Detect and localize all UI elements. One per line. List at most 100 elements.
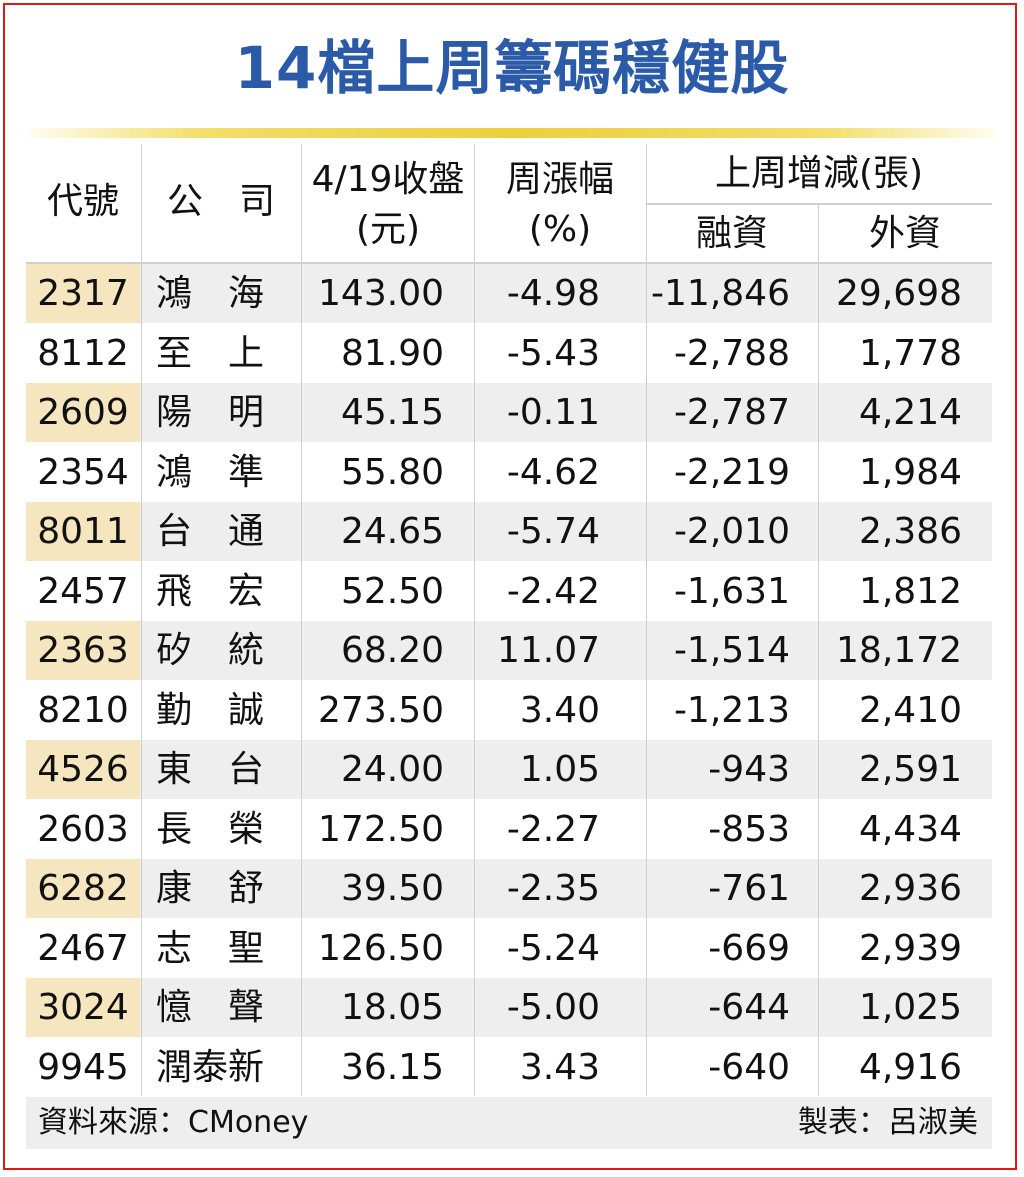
margin-change: -640 <box>708 1046 790 1088</box>
close-price: 81.90 <box>340 332 444 374</box>
header-group-divider <box>646 203 992 205</box>
column-divider <box>646 144 647 1096</box>
header-close-line1: 4/19收盤 <box>311 159 465 200</box>
company-name: 志 聖 <box>156 927 265 969</box>
close-price: 24.65 <box>340 511 444 552</box>
margin-change: -853 <box>708 808 790 850</box>
stock-code: 9945 <box>37 1046 129 1088</box>
foreign-change: 4,916 <box>858 1046 962 1088</box>
close-price: 55.80 <box>340 451 444 493</box>
page-title: 14檔上周籌碼穩健股 <box>234 34 790 102</box>
company-name: 鴻 準 <box>156 451 265 493</box>
stock-code: 2363 <box>26 621 140 680</box>
margin-change: -1,213 <box>673 689 790 731</box>
margin-change: -2,219 <box>673 451 790 493</box>
table-row: 6282 康 舒 39.50 -2.35 -761 2,936 <box>26 859 992 918</box>
weekly-change: 3.40 <box>519 689 600 731</box>
weekly-change: -0.11 <box>506 392 600 433</box>
company-name: 飛 宏 <box>156 570 265 612</box>
table-author: 製表：呂淑美 <box>798 1105 978 1140</box>
header-change-line2: (%) <box>528 209 592 250</box>
header-foreign: 外資 <box>868 213 941 254</box>
table-row: 3024 憶 聲 18.05 -5.00 -644 1,025 <box>26 978 992 1037</box>
stock-code: 8112 <box>37 332 129 374</box>
stock-code: 8011 <box>26 502 140 561</box>
stock-code: 2609 <box>26 383 140 442</box>
close-price: 68.20 <box>340 630 444 671</box>
company-name: 台 通 <box>156 511 265 552</box>
foreign-change: 2,410 <box>858 689 962 731</box>
company-name: 憶 聲 <box>156 987 265 1028</box>
weekly-change: -5.43 <box>506 332 600 374</box>
close-price: 24.00 <box>340 749 444 790</box>
margin-change: -1,514 <box>673 630 790 671</box>
company-name: 東 台 <box>156 749 265 790</box>
header-code: 代號 <box>46 181 119 222</box>
close-price: 18.05 <box>340 987 444 1028</box>
stock-code: 2317 <box>26 264 140 323</box>
weekly-change: -2.35 <box>506 868 600 909</box>
table-row: 4526 東 台 24.00 1.05 -943 2,591 <box>26 740 992 799</box>
foreign-change: 2,591 <box>858 749 962 790</box>
table-row: 2354 鴻 準 55.80 -4.62 -2,219 1,984 <box>26 443 992 502</box>
table-row: 9945 潤泰新 36.15 3.43 -640 4,916 <box>26 1038 992 1097</box>
foreign-change: 1,984 <box>858 451 962 493</box>
stock-code: 2467 <box>37 927 129 969</box>
graphic-frame <box>3 3 1017 1170</box>
close-price: 39.50 <box>340 868 444 909</box>
close-price: 52.50 <box>340 570 444 612</box>
margin-change: -644 <box>708 987 790 1028</box>
company-name: 康 舒 <box>156 868 265 909</box>
stock-code: 2457 <box>37 570 129 612</box>
column-divider <box>141 144 142 1096</box>
foreign-change: 29,698 <box>836 273 962 314</box>
foreign-change: 4,214 <box>858 392 962 433</box>
foreign-change: 2,936 <box>858 868 962 909</box>
stock-code: 4526 <box>26 740 140 799</box>
stock-code: 2603 <box>37 808 129 850</box>
company-name: 陽 明 <box>156 392 265 433</box>
company-name: 勤 誠 <box>156 689 265 731</box>
data-source: 資料來源：CMoney <box>38 1105 309 1140</box>
close-price: 143.00 <box>318 273 444 314</box>
weekly-change: -2.42 <box>506 570 600 612</box>
weekly-change: -5.00 <box>506 987 600 1028</box>
foreign-change: 1,812 <box>858 570 962 612</box>
column-divider <box>474 144 475 1096</box>
stock-code: 3024 <box>26 978 140 1037</box>
title-rule <box>28 128 996 138</box>
header-change-line1: 周漲幅 <box>505 159 614 200</box>
table-row: 2457 飛 宏 52.50 -2.42 -1,631 1,812 <box>26 562 992 621</box>
header-bottom-divider <box>26 262 992 264</box>
foreign-change: 1,778 <box>858 332 962 374</box>
weekly-change: -4.62 <box>506 451 600 493</box>
column-divider <box>301 144 302 1096</box>
margin-change: -1,631 <box>673 570 790 612</box>
margin-change: -669 <box>708 927 790 969</box>
margin-change: -2,787 <box>673 392 790 433</box>
table-row: 8011 台 通 24.65 -5.74 -2,010 2,386 <box>26 502 992 561</box>
margin-change: -2,788 <box>673 332 790 374</box>
header-group: 上周增減(張) <box>714 153 924 194</box>
table-row: 2609 陽 明 45.15 -0.11 -2,787 4,214 <box>26 383 992 442</box>
margin-change: -11,846 <box>651 273 790 314</box>
close-price: 45.15 <box>340 392 444 433</box>
header-margin: 融資 <box>695 213 768 254</box>
header-close-line2: (元) <box>355 209 421 250</box>
table-row: 2317 鴻 海 143.00 -4.98 -11,846 29,698 <box>26 264 992 323</box>
table-row: 2603 長 榮 172.50 -2.27 -853 4,434 <box>26 800 992 859</box>
weekly-change: 1.05 <box>519 749 600 790</box>
close-price: 273.50 <box>318 689 444 731</box>
table-row: 2467 志 聖 126.50 -5.24 -669 2,939 <box>26 919 992 978</box>
foreign-change: 2,386 <box>858 511 962 552</box>
weekly-change: -5.74 <box>506 511 600 552</box>
foreign-change: 1,025 <box>858 987 962 1028</box>
stock-code: 2354 <box>37 451 129 493</box>
table-row: 2363 矽 統 68.20 11.07 -1,514 18,172 <box>26 621 992 680</box>
column-divider <box>818 204 819 1096</box>
close-price: 126.50 <box>318 927 444 969</box>
stock-code: 6282 <box>26 859 140 918</box>
margin-change: -2,010 <box>673 511 790 552</box>
company-name: 矽 統 <box>156 630 265 671</box>
header-company: 公 司 <box>166 181 275 222</box>
